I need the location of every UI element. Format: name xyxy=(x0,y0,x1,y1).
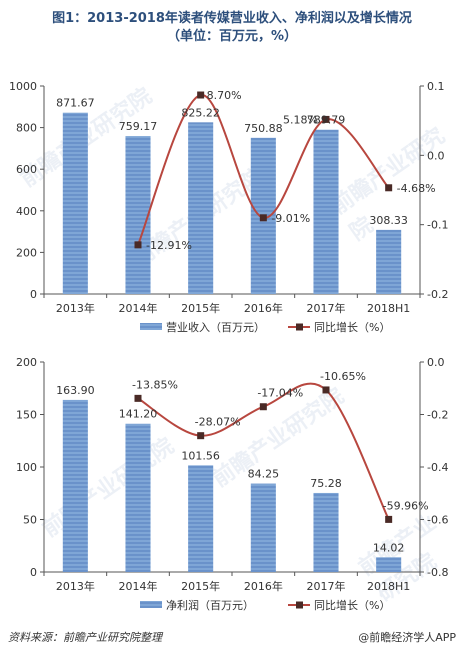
growth-marker xyxy=(134,241,142,249)
bar-value-label: 789.79 xyxy=(307,114,346,127)
bar xyxy=(313,129,339,294)
footer: 资料来源：前瞻产业研究院整理 @前瞻经济学人APP xyxy=(8,628,456,646)
x-tick-label: 2016年 xyxy=(244,579,283,593)
bar xyxy=(125,136,151,294)
legend-bar-label: 净利润（百万元） xyxy=(166,598,254,612)
x-tick-label: 2015年 xyxy=(181,579,220,593)
bar xyxy=(250,483,276,572)
x-tick-label: 2013年 xyxy=(56,301,95,315)
bar-value-label: 759.17 xyxy=(119,120,158,133)
x-tick-label: 2014年 xyxy=(119,301,158,315)
y-right-tick-label: -0.2 xyxy=(427,409,448,422)
y-left-tick-label: 1000 xyxy=(9,80,37,93)
legend-bar-swatch xyxy=(140,601,162,608)
bar-value-label: 163.90 xyxy=(56,384,95,397)
y-left-tick-label: 150 xyxy=(16,409,37,422)
growth-marker xyxy=(197,432,205,440)
bar xyxy=(125,423,151,572)
bar xyxy=(188,465,214,572)
bar-value-label: 14.02 xyxy=(373,541,405,554)
chart-net-profit: 0 50 100 150 200 -0.8 -0.6 -0.4 -0.2 0.0 2013年 2014… xyxy=(16,356,448,612)
bar xyxy=(62,112,88,294)
chart-title-line1: 图1：2013-2018年读者传媒营业收入、净利润以及增长情况 xyxy=(52,11,412,26)
chart-title-line2: （单位：百万元，%） xyxy=(166,29,298,44)
y-left-tick-label: 200 xyxy=(16,356,37,369)
x-tick-label: 2018H1 xyxy=(367,302,410,315)
y-left-tick-label: 200 xyxy=(16,246,37,259)
bar-value-label: 825.22 xyxy=(181,106,220,119)
growth-line xyxy=(137,94,390,246)
growth-value-label: -4.68% xyxy=(397,182,436,195)
x-tick-label: 2016年 xyxy=(244,301,283,315)
growth-value-label: -12.91% xyxy=(146,239,192,252)
x-tick-label: 2017年 xyxy=(307,579,346,593)
growth-marker xyxy=(259,214,267,222)
growth-marker xyxy=(134,394,142,402)
growth-value-label: -13.85% xyxy=(132,378,178,391)
bar xyxy=(188,122,214,294)
bar-value-label: 750.88 xyxy=(244,122,283,135)
bar xyxy=(313,492,339,572)
growth-value-label: 5.18% xyxy=(283,113,318,126)
y-left-tick-label: 0 xyxy=(30,566,37,579)
bar xyxy=(376,229,402,294)
growth-value-label: -9.01% xyxy=(271,212,310,225)
brand-note: @前瞻经济学人APP xyxy=(358,631,456,644)
growth-marker xyxy=(197,91,205,99)
y-left-tick-label: 400 xyxy=(16,205,37,218)
growth-value-label: -28.07% xyxy=(195,416,241,429)
growth-marker xyxy=(322,115,330,123)
bar-value-label: 101.56 xyxy=(181,449,220,462)
growth-marker xyxy=(322,386,330,394)
legend-line-marker xyxy=(296,323,303,331)
y-left-tick-label: 600 xyxy=(16,163,37,176)
y-right-tick-label: 0.1 xyxy=(427,80,445,93)
bar-value-label: 871.67 xyxy=(56,97,95,110)
x-tick-label: 2018H1 xyxy=(367,580,410,593)
bar-value-label: 84.25 xyxy=(248,468,280,481)
y-right-tick-label: 0.0 xyxy=(427,149,445,162)
x-tick-label: 2014年 xyxy=(119,579,158,593)
growth-marker xyxy=(385,515,393,523)
y-left-tick-label: 800 xyxy=(16,122,37,135)
bar-value-label: 308.33 xyxy=(369,214,408,227)
legend-bar-label: 营业收入（百万元） xyxy=(166,320,265,334)
source-note: 资料来源：前瞻产业研究院整理 xyxy=(8,631,162,644)
y-right-tick-label: -0.4 xyxy=(427,461,448,474)
legend-line-label: 同比增长（%） xyxy=(314,598,390,612)
x-tick-label: 2013年 xyxy=(56,579,95,593)
growth-line xyxy=(137,382,390,520)
legend-line-label: 同比增长（%） xyxy=(314,320,390,334)
bar xyxy=(376,557,402,572)
y-right-tick-label: -0.2 xyxy=(427,288,448,301)
growth-value-label: -59.96% xyxy=(383,499,429,512)
bar-value-label: 75.28 xyxy=(310,477,342,490)
y-right-tick-label: -0.1 xyxy=(427,219,448,232)
y-left-tick-label: 0 xyxy=(30,288,37,301)
y-right-tick-label: 0.0 xyxy=(427,356,445,369)
bar-value-label: 141.20 xyxy=(119,408,158,421)
legend-line-marker xyxy=(296,601,303,609)
y-right-tick-label: -0.6 xyxy=(427,514,448,527)
y-right-tick-label: -0.8 xyxy=(427,566,448,579)
bar xyxy=(62,399,88,572)
chart-revenue: 0 200 400 600 800 1000 -0.2 -0.1 0.0 0.1 2013年 2014… xyxy=(9,80,448,334)
growth-marker xyxy=(259,403,267,411)
growth-value-label: 8.70% xyxy=(207,89,242,102)
y-left-tick-label: 50 xyxy=(23,514,37,527)
legend-bar-swatch xyxy=(140,323,162,330)
growth-marker xyxy=(385,184,393,192)
chart-title: 图1：2013-2018年读者传媒营业收入、净利润以及增长情况 （单位：百万元，… xyxy=(0,10,464,46)
x-tick-label: 2015年 xyxy=(181,301,220,315)
x-tick-label: 2017年 xyxy=(307,301,346,315)
y-left-tick-label: 100 xyxy=(16,461,37,474)
growth-value-label: -10.65% xyxy=(320,370,366,383)
growth-value-label: -17.04% xyxy=(257,387,303,400)
